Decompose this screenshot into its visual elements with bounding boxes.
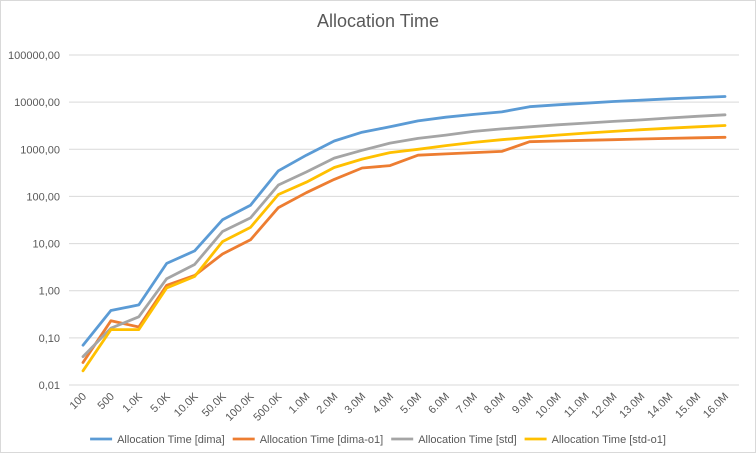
legend-label: Allocation Time [std]: [418, 434, 516, 446]
x-tick-label: 13.0M: [617, 391, 647, 421]
x-tick-label: 5.0M: [398, 391, 424, 417]
y-tick-label: 0,01: [39, 380, 60, 392]
legend-item: Allocation Time [std-o1]: [524, 434, 666, 446]
x-tick-label: 8.0M: [482, 391, 508, 417]
x-tick-label: 3.0M: [342, 391, 368, 417]
legend-item: Allocation Time [std]: [391, 434, 517, 446]
y-tick-label: 10000,00: [14, 97, 60, 109]
chart-title: Allocation Time: [317, 11, 439, 31]
series-line-0: [81, 95, 727, 347]
legend-item: Allocation Time [dima-o1]: [232, 434, 384, 446]
y-tick-label: 100,00: [26, 191, 60, 203]
x-tick-label: 5.0K: [148, 390, 173, 415]
x-tick-label: 12.0M: [589, 391, 619, 421]
x-tick-label: 11.0M: [562, 391, 592, 421]
x-tick-label: 10.0M: [534, 391, 564, 421]
legend: Allocation Time [dima] Allocation Time [d…: [90, 434, 666, 446]
y-tick-label: 1,00: [39, 286, 60, 298]
x-tick-label: 16.0M: [701, 391, 731, 421]
x-tick-label: 9.0M: [510, 391, 536, 417]
y-tick-label: 1000,00: [20, 144, 60, 156]
legend-item: Allocation Time [dima]: [90, 434, 225, 446]
legend-label: Allocation Time [dima]: [117, 434, 225, 446]
x-tick-label: 1.0K: [120, 390, 145, 415]
x-tick-label: 15.0M: [673, 391, 703, 421]
x-tick-label: 10.0K: [172, 390, 201, 419]
x-tick-label: 6.0M: [426, 391, 452, 417]
y-axis-ticks: 0,01 0,10 1,00 10,00 100,00 1000,00 10000,00 10…: [8, 50, 60, 392]
series-line-1: [81, 135, 727, 364]
legend-label: Allocation Time [dima-o1]: [260, 434, 384, 446]
x-tick-label: 500.0K: [251, 390, 285, 424]
x-tick-label: 500: [96, 391, 117, 412]
x-tick-label: 2.0M: [315, 391, 341, 417]
x-tick-label: 1.0M: [287, 391, 313, 417]
y-tick-label: 0,10: [39, 333, 60, 345]
series-lines: [81, 95, 727, 373]
gridlines: [69, 54, 739, 386]
x-tick-label: 100.0K: [223, 390, 257, 424]
x-tick-label: 4.0M: [370, 391, 396, 417]
x-tick-label: 100: [68, 391, 89, 412]
x-tick-label: 7.0M: [454, 391, 480, 417]
legend-label: Allocation Time [std-o1]: [552, 434, 666, 446]
y-tick-label: 100000,00: [8, 50, 60, 62]
series-line-2: [81, 113, 727, 359]
series-line-3: [81, 124, 727, 373]
x-tick-label: 14.0M: [645, 391, 675, 421]
y-tick-label: 10,00: [32, 239, 60, 251]
